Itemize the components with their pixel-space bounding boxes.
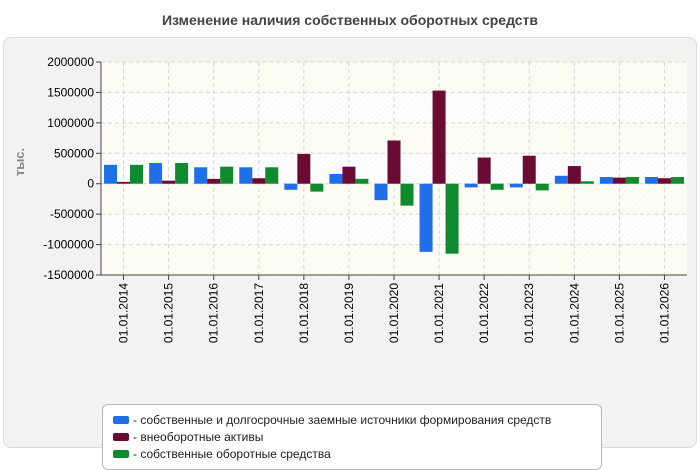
y-tick-label: -1000000 (43, 238, 94, 252)
bar-series-1 (554, 175, 568, 184)
x-tick-label: 01.01.2020 (387, 283, 401, 343)
bar-series-2 (522, 155, 536, 184)
bar-series-1 (644, 177, 658, 184)
bar-series-3 (580, 181, 594, 184)
chart-plot: -1500000 -1000000 -500000 0 500000 1000000 150… (12, 55, 687, 343)
legend-item: - внеоборотные активы (113, 429, 601, 446)
legend-label: - (133, 413, 141, 427)
bar-series-1 (599, 177, 613, 184)
x-tick-label: 01.01.2019 (342, 283, 356, 343)
x-tick-label: 01.01.2016 (207, 283, 221, 343)
x-tick-label: 01.01.2025 (612, 283, 626, 343)
y-tick-label: 1000000 (47, 116, 94, 130)
legend-item: - собственные и долгосрочные заемные ист… (113, 412, 601, 429)
bar-series-3 (175, 163, 189, 184)
x-tick-label: 01.01.2026 (657, 283, 671, 343)
x-tick-label: 01.01.2018 (297, 283, 311, 343)
bar-series-1 (104, 164, 118, 184)
bar-series-1 (419, 183, 433, 252)
y-tick-label: 500000 (54, 146, 94, 160)
bar-series-1 (509, 183, 523, 188)
y-tick-label: -1500000 (43, 268, 94, 282)
x-tick-label: 01.01.2023 (522, 283, 536, 343)
bar-series-2 (297, 153, 311, 184)
bar-series-2 (387, 140, 401, 184)
y-tick-label: -500000 (50, 207, 94, 221)
x-tick-label: 01.01.2024 (567, 283, 581, 343)
bar-series-3 (625, 177, 639, 184)
y-tick-label: 1500000 (47, 85, 94, 99)
legend-swatch (113, 415, 129, 424)
bar-series-3 (535, 183, 549, 191)
legend-label-text: собственные и долгосрочные заемные источ… (140, 413, 552, 427)
legend-item: - собственные оборотные средства (113, 446, 601, 463)
bar-series-1 (284, 183, 298, 190)
bar-series-2 (252, 178, 266, 184)
bar-series-2 (342, 166, 356, 184)
bar-series-2 (432, 90, 446, 184)
legend-label-text: внеоборотные активы (140, 430, 264, 444)
bar-series-2 (567, 166, 581, 184)
bar-series-2 (612, 177, 626, 184)
y-tick-label: 2000000 (47, 55, 94, 69)
bar-series-1 (374, 183, 388, 201)
chart-title: Изменение наличия собственных оборотных … (161, 12, 539, 28)
bar-series-3 (220, 166, 234, 184)
chart-legend: - собственные и долгосрочные заемные ист… (102, 404, 602, 470)
y-axis-title: тыс. (12, 148, 27, 176)
bar-series-2 (117, 181, 131, 184)
legend-swatch (113, 432, 129, 441)
bar-series-3 (445, 183, 459, 254)
bar-series-1 (194, 167, 208, 184)
bar-series-3 (400, 183, 414, 206)
x-tick-label: 01.01.2014 (117, 283, 131, 343)
bar-series-2 (162, 180, 176, 184)
bar-series-3 (310, 183, 324, 192)
bar-series-3 (670, 177, 684, 184)
bar-series-2 (207, 178, 221, 184)
x-tick-label: 01.01.2021 (432, 283, 446, 343)
bar-series-2 (477, 157, 491, 184)
bar-series-1 (464, 183, 478, 188)
legend-label-text: собственные оборотные средства (140, 447, 331, 461)
y-tick-label: 0 (87, 177, 94, 191)
bar-series-2 (657, 178, 671, 184)
legend-swatch (113, 449, 129, 458)
bar-series-3 (490, 183, 504, 190)
bar-series-1 (149, 163, 163, 184)
chart-panel: -1500000 -1000000 -500000 0 500000 1000000 150… (3, 37, 697, 470)
x-tick-label: 01.01.2015 (162, 283, 176, 343)
legend-label: - (133, 430, 141, 444)
bar-series-3 (355, 178, 369, 184)
x-tick-label: 01.01.2017 (252, 283, 266, 343)
bar-series-1 (239, 167, 253, 184)
bar-series-3 (265, 167, 279, 184)
bar-series-3 (130, 164, 144, 184)
bar-series-1 (329, 173, 343, 184)
x-tick-label: 01.01.2022 (477, 283, 491, 343)
